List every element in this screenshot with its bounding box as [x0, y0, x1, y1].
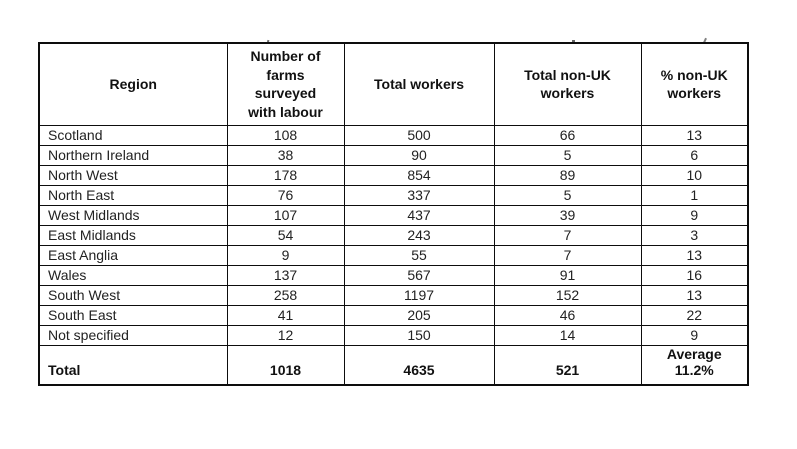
cell-non-uk: 14 — [493, 324, 642, 346]
cell-workers: 437 — [343, 204, 495, 226]
cell-pct: 13 — [640, 244, 749, 266]
cell-pct: 3 — [640, 224, 749, 246]
total-label: Total — [38, 344, 228, 385]
cell-farms: 12 — [226, 324, 345, 346]
cell-non-uk: 152 — [493, 284, 642, 306]
cell-region: East Midlands — [38, 224, 228, 246]
cell-region: Northern Ireland — [38, 144, 228, 166]
table-row: East Midlands 54 243 7 3 — [38, 224, 749, 246]
cell-region: South West — [38, 284, 228, 306]
cell-farms: 108 — [226, 124, 345, 146]
average-label: Average — [666, 345, 722, 362]
cell-non-uk: 39 — [493, 204, 642, 226]
cell-farms: 54 — [226, 224, 345, 246]
table-row: South East 41 205 46 22 — [38, 304, 749, 326]
cell-workers: 55 — [343, 244, 495, 266]
cell-workers: 500 — [343, 124, 495, 146]
total-workers: 4635 — [343, 344, 495, 385]
column-header-total-workers: Total workers — [343, 42, 495, 126]
cell-pct: 22 — [640, 304, 749, 326]
cell-region: South East — [38, 304, 228, 326]
cell-region: Not specified — [38, 324, 228, 346]
column-header-pct-non-uk-workers: % non-UK workers — [640, 42, 749, 126]
cell-region: Scotland — [38, 124, 228, 146]
cell-non-uk: 5 — [493, 144, 642, 166]
cell-region: Wales — [38, 264, 228, 286]
cell-non-uk: 46 — [493, 304, 642, 326]
cell-pct: 9 — [640, 204, 749, 226]
cell-pct: 13 — [640, 284, 749, 306]
cell-workers: 150 — [343, 324, 495, 346]
column-header-farms-surveyed: Number of farms surveyed with labour — [226, 42, 345, 126]
cell-non-uk: 7 — [493, 244, 642, 266]
table-body: Scotland 108 500 66 13 Northern Ireland 38 90 5 6… — [38, 124, 749, 346]
table-row: South West 258 1197 152 13 — [38, 284, 749, 306]
total-farms: 1018 — [226, 344, 345, 385]
farm-labour-table: Region Number of farms surveyed with lab… — [38, 42, 749, 386]
table-row: North East 76 337 5 1 — [38, 184, 749, 206]
table-row: Not specified 12 150 14 9 — [38, 324, 749, 346]
table-row: West Midlands 107 437 39 9 — [38, 204, 749, 226]
cell-farms: 76 — [226, 184, 345, 206]
table-row: Wales 137 567 91 16 — [38, 264, 749, 286]
cell-region: North East — [38, 184, 228, 206]
cell-workers: 854 — [343, 164, 495, 186]
cell-workers: 243 — [343, 224, 495, 246]
table-footer: Total 1018 4635 521 Average 11.2% — [38, 344, 749, 385]
cell-non-uk: 5 — [493, 184, 642, 206]
table-row: Scotland 108 500 66 13 — [38, 124, 749, 146]
cell-pct: 9 — [640, 324, 749, 346]
table-row: North West 178 854 89 10 — [38, 164, 749, 186]
cell-non-uk: 91 — [493, 264, 642, 286]
cell-workers: 1197 — [343, 284, 495, 306]
column-header-region: Region — [38, 42, 228, 126]
cell-non-uk: 66 — [493, 124, 642, 146]
cell-workers: 337 — [343, 184, 495, 206]
cell-farms: 107 — [226, 204, 345, 226]
cell-pct: 13 — [640, 124, 749, 146]
cell-region: West Midlands — [38, 204, 228, 226]
cell-farms: 258 — [226, 284, 345, 306]
cell-farms: 9 — [226, 244, 345, 266]
total-row: Total 1018 4635 521 Average 11.2% — [38, 344, 749, 385]
average-value: 11.2% — [674, 361, 714, 378]
cell-workers: 90 — [343, 144, 495, 166]
cell-pct: 16 — [640, 264, 749, 286]
cell-farms: 137 — [226, 264, 345, 286]
cell-pct: 6 — [640, 144, 749, 166]
cell-pct: 1 — [640, 184, 749, 206]
cell-pct: 10 — [640, 164, 749, 186]
cell-region: East Anglia — [38, 244, 228, 266]
table-header: Region Number of farms surveyed with lab… — [38, 42, 749, 126]
header-row: Region Number of farms surveyed with lab… — [38, 42, 749, 126]
cell-workers: 567 — [343, 264, 495, 286]
cell-farms: 41 — [226, 304, 345, 326]
cell-non-uk: 7 — [493, 224, 642, 246]
cell-non-uk: 89 — [493, 164, 642, 186]
average-pct-cell: Average 11.2% — [640, 344, 749, 385]
cell-region: North West — [38, 164, 228, 186]
table-row: East Anglia 9 55 7 13 — [38, 244, 749, 266]
cell-farms: 178 — [226, 164, 345, 186]
total-non-uk-workers: 521 — [493, 344, 642, 385]
cell-farms: 38 — [226, 144, 345, 166]
cell-workers: 205 — [343, 304, 495, 326]
column-header-total-non-uk-workers: Total non-UK workers — [493, 42, 642, 126]
table-row: Northern Ireland 38 90 5 6 — [38, 144, 749, 166]
